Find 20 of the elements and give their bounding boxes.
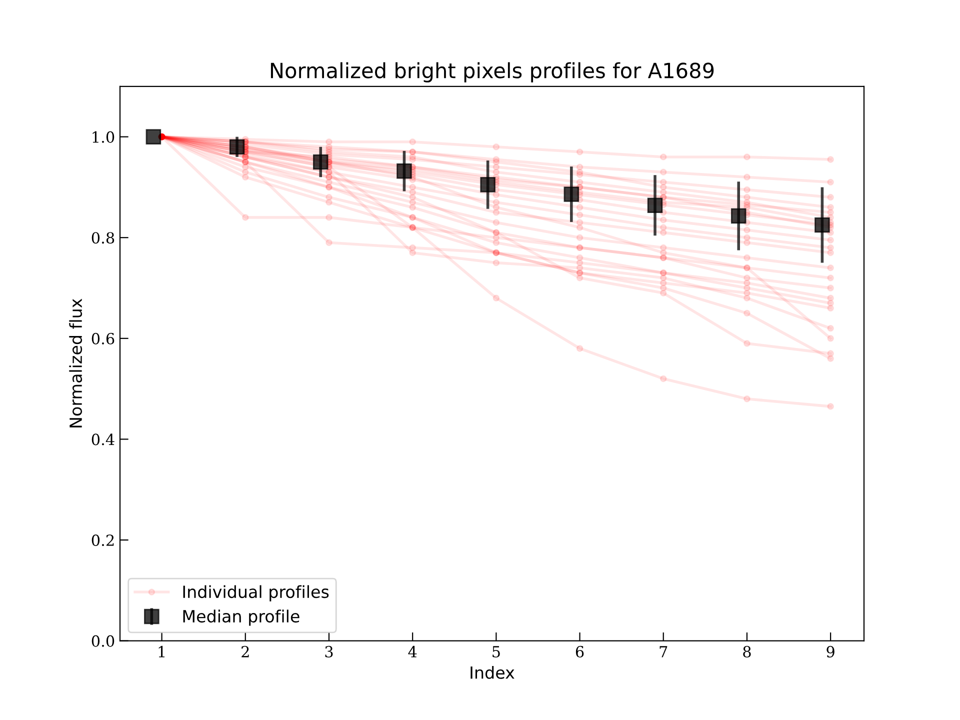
x-tick-label: 5: [492, 646, 500, 658]
y-tick-label: 0.4: [92, 434, 114, 446]
chart-title: Normalized bright pixels profiles for A1689: [270, 62, 714, 82]
legend-label: Median profile: [183, 610, 300, 626]
x-tick-label: 9: [826, 646, 834, 658]
x-tick-label: 4: [408, 646, 417, 658]
y-tick-label: 0.0: [92, 635, 114, 647]
y-tick-label: 1.0: [92, 131, 114, 143]
y-tick-label: 0.2: [92, 534, 114, 546]
x-tick-label: 2: [242, 646, 249, 658]
y-tick-label: 0.6: [92, 332, 114, 344]
x-tick-label: 1: [158, 646, 164, 658]
legend-label: Individual profiles: [183, 585, 329, 602]
y-tick-label: 0.8: [92, 232, 114, 244]
x-tick-label: 8: [743, 646, 751, 658]
x-tick-label: 3: [325, 646, 333, 658]
x-axis-title: Index: [470, 666, 514, 679]
x-tick-label: 7: [660, 646, 668, 658]
x-tick-label: 6: [576, 646, 584, 658]
y-axis-title: Normalized flux: [69, 298, 82, 428]
